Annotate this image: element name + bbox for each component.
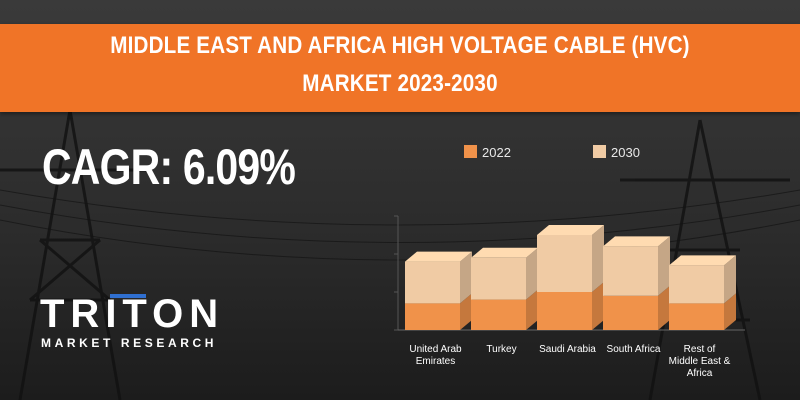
- cagr-label: CAGR: 6.09%: [42, 139, 296, 195]
- x-tick-label: Saudi Arabia: [539, 344, 596, 355]
- bar-2030-side: [592, 225, 604, 292]
- bar-2022-front: [405, 303, 460, 330]
- title-line-2: MARKET 2023-2030: [302, 70, 498, 97]
- legend-label-2030: 2030: [611, 145, 640, 160]
- bar-2022-front: [471, 299, 526, 330]
- legend-label-2022: 2022: [482, 145, 511, 160]
- bar-2030-front: [405, 261, 460, 304]
- x-tick-label-line: Saudi Arabia: [539, 344, 596, 355]
- triton-logo: TRITON MARKET RESEARCH: [40, 292, 240, 354]
- bar-2022-side: [592, 282, 604, 330]
- bar-2022-front: [669, 303, 724, 330]
- x-tick-label: South Africa: [607, 344, 661, 355]
- bar-2022-side: [724, 293, 736, 330]
- legend-swatch-2022: [464, 145, 477, 158]
- bar-2030-top: [603, 236, 670, 247]
- bar-2030-top: [471, 247, 538, 258]
- title-banner: MIDDLE EAST AND AFRICA HIGH VOLTAGE CABL…: [0, 24, 800, 112]
- x-tick-label-line: South Africa: [607, 344, 661, 355]
- x-tick-label-line: United Arab: [409, 344, 462, 355]
- x-tick-label-line: Emirates: [416, 356, 455, 367]
- bar-2030-top: [405, 251, 472, 262]
- bar-2030-front: [537, 235, 592, 292]
- bar-2022-front: [603, 295, 658, 330]
- x-tick-label-line: Middle East &: [669, 356, 731, 367]
- x-tick-label: Turkey: [486, 344, 516, 355]
- bar-2030-top: [537, 225, 604, 235]
- bar-2030-side: [526, 247, 538, 300]
- legend-swatch-2030: [593, 145, 606, 158]
- x-tick-label-line: Rest of: [684, 344, 716, 355]
- bar-2022-front: [537, 292, 592, 330]
- bar-2022-side: [460, 293, 472, 330]
- logo-accent-bar: [110, 294, 146, 298]
- bar-2030-side: [658, 236, 670, 296]
- logo-tagline: MARKET RESEARCH: [41, 336, 218, 350]
- bar-2030-top: [669, 255, 736, 266]
- x-tick-label-line: Africa: [687, 368, 713, 379]
- title-line-1: MIDDLE EAST AND AFRICA HIGH VOLTAGE CABL…: [110, 32, 690, 59]
- x-tick-label: United Arab Emirates: [409, 344, 462, 367]
- bar-2022-side: [526, 289, 538, 330]
- bar-2030-side: [460, 251, 472, 304]
- bar-2022-side: [658, 285, 670, 330]
- bar-2030-side: [724, 255, 736, 304]
- logo-wordmark: TRITON: [40, 292, 225, 336]
- bar-2030-front: [471, 257, 526, 300]
- bar-2030-front: [603, 246, 658, 296]
- x-tick-label-line: Turkey: [486, 344, 516, 355]
- bar-2030-front: [669, 265, 724, 304]
- x-tick-label: Rest of Middle East & Africa: [669, 344, 731, 379]
